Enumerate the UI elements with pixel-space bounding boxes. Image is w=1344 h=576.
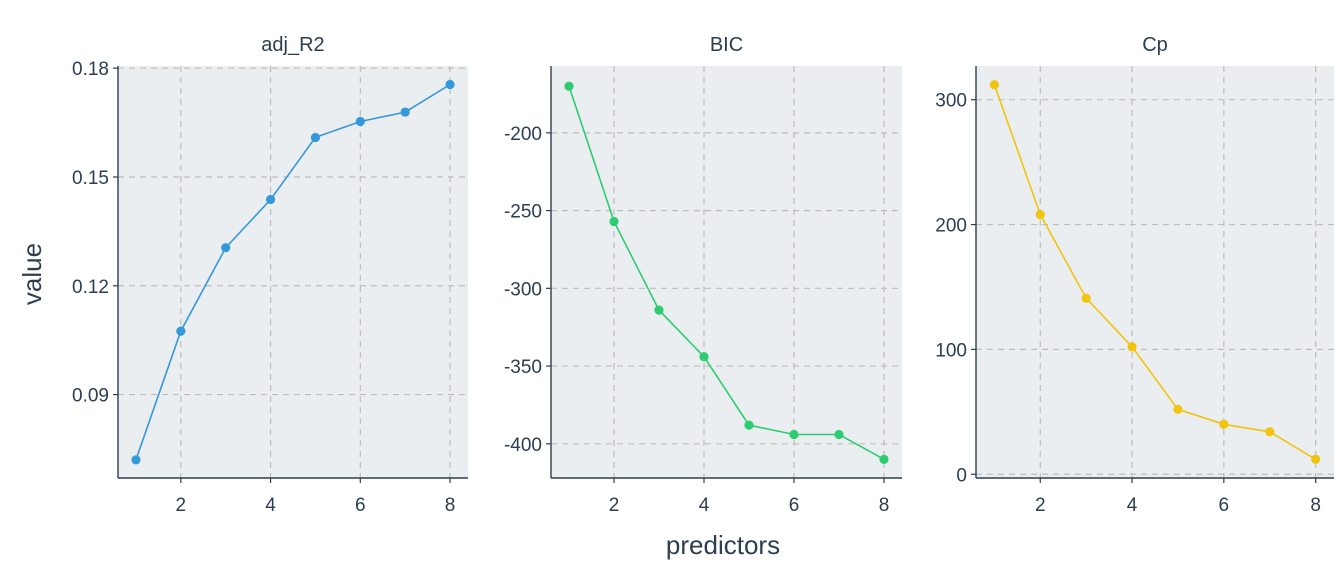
data-point: [1081, 293, 1091, 303]
x-tick-label: 4: [265, 495, 276, 516]
x-tick-label: 2: [176, 495, 187, 516]
panel-Cp: 2 4 6 8 0 100 200 300 Cp: [935, 34, 1334, 516]
data-point: [1173, 404, 1183, 414]
x-tick-label: 6: [355, 495, 366, 516]
series-line: [568, 85, 885, 461]
data-point: [1219, 419, 1229, 429]
y-tick-label: 300: [935, 91, 967, 112]
data-point: [744, 420, 754, 430]
series-line: [993, 84, 1317, 460]
y-tick-label: -300: [504, 279, 542, 300]
data-point: [131, 455, 141, 465]
data-point: [1311, 454, 1321, 464]
y-tick-label: -350: [504, 357, 542, 378]
x-axis-title: predictors: [666, 530, 780, 560]
panel-background: [551, 66, 902, 478]
facet-strip-label: adj_R2: [261, 34, 324, 56]
data-point: [445, 79, 455, 90]
data-point: [1265, 427, 1275, 437]
panel-background: [118, 66, 468, 478]
x-tick-label: 6: [1219, 495, 1230, 516]
x-tick-label: 2: [609, 495, 620, 516]
data-point: [789, 429, 799, 440]
data-point: [654, 305, 664, 315]
x-tick-label: 2: [1035, 495, 1046, 516]
x-tick-label: 8: [1310, 495, 1321, 516]
panel-BIC: 2 4 6 8 -400 -350 -300 -250 -200 BIC: [504, 34, 902, 516]
y-tick-label: 200: [935, 216, 967, 237]
data-point: [400, 107, 410, 117]
data-point: [989, 80, 999, 90]
y-tick-label: 0.15: [72, 168, 109, 189]
data-point: [1127, 342, 1137, 352]
x-tick-label: 6: [789, 495, 800, 516]
y-tick-label: 0: [956, 465, 967, 486]
panels: 2 4 6 8 0.09 0.12 0.15 0.18 adj_R2 2 4 6 8 -400 -350 -3…: [72, 34, 1334, 516]
data-point: [310, 132, 321, 143]
data-point: [1035, 209, 1045, 220]
data-point: [265, 194, 276, 205]
data-point: [221, 243, 231, 253]
data-point: [699, 352, 709, 362]
data-point: [609, 216, 619, 227]
facet-strip-label: BIC: [710, 34, 743, 56]
panel-background: [976, 66, 1334, 478]
data-point: [176, 326, 186, 336]
facet-strip-label: Cp: [1142, 34, 1168, 56]
y-tick-label: 0.12: [72, 277, 109, 298]
y-tick-label: 100: [935, 340, 967, 361]
data-point: [879, 454, 889, 464]
x-tick-label: 8: [445, 495, 456, 516]
y-axis-title: value: [17, 243, 47, 305]
data-point: [834, 429, 844, 440]
x-tick-label: 4: [699, 495, 710, 516]
y-tick-label: -250: [504, 202, 542, 223]
data-point: [355, 116, 365, 127]
series-line: [135, 83, 451, 461]
x-tick-label: 8: [879, 495, 890, 516]
y-tick-label: 0.18: [72, 59, 109, 80]
y-tick-label: -200: [504, 124, 542, 145]
y-tick-label: -400: [504, 435, 542, 456]
data-point: [564, 81, 574, 91]
x-tick-label: 4: [1127, 495, 1138, 516]
y-tick-label: 0.09: [72, 386, 109, 407]
panel-adj_R2: 2 4 6 8 0.09 0.12 0.15 0.18 adj_R2: [72, 34, 468, 516]
